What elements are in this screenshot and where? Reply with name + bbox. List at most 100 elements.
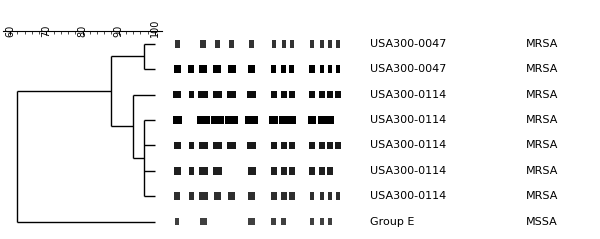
Bar (271, 167, 277, 174)
Bar (248, 167, 256, 174)
Bar (310, 65, 314, 73)
Text: USA300-0114: USA300-0114 (370, 140, 446, 150)
Bar (211, 116, 224, 124)
Bar (289, 167, 295, 174)
Bar (320, 40, 324, 48)
Bar (336, 192, 340, 200)
Bar (336, 65, 340, 73)
Bar (188, 65, 194, 73)
Bar (308, 116, 316, 124)
Bar (281, 218, 286, 225)
Bar (197, 116, 210, 124)
Bar (310, 218, 314, 225)
Text: Group E: Group E (370, 217, 414, 227)
Bar (271, 141, 277, 149)
Bar (175, 218, 179, 225)
Text: MRSA: MRSA (526, 140, 558, 150)
Bar (199, 91, 208, 98)
Bar (328, 40, 332, 48)
Bar (326, 116, 334, 124)
Bar (215, 40, 220, 48)
Bar (309, 141, 315, 149)
Bar (271, 65, 277, 73)
Bar (200, 40, 206, 48)
Bar (214, 192, 221, 200)
Text: USA300-0114: USA300-0114 (370, 90, 446, 100)
Text: MRSA: MRSA (526, 90, 558, 100)
Bar (199, 167, 208, 174)
Bar (327, 141, 333, 149)
Text: MSSA: MSSA (526, 217, 557, 227)
Bar (319, 167, 325, 174)
Bar (189, 141, 194, 149)
Text: USA300-0047: USA300-0047 (370, 64, 446, 74)
Bar (200, 218, 206, 225)
Bar (281, 192, 287, 200)
Bar (213, 167, 221, 174)
Bar (214, 65, 221, 73)
Bar (189, 192, 194, 200)
Bar (319, 141, 325, 149)
Text: USA300-0047: USA300-0047 (370, 39, 446, 49)
Bar (289, 65, 295, 73)
Bar (199, 141, 208, 149)
Bar (289, 192, 295, 200)
Bar (271, 192, 277, 200)
Bar (281, 167, 287, 174)
Bar (281, 141, 287, 149)
Bar (174, 141, 181, 149)
Bar (248, 218, 255, 225)
Bar (320, 65, 324, 73)
Bar (229, 40, 235, 48)
Bar (227, 91, 236, 98)
Bar (199, 65, 208, 73)
Bar (328, 218, 332, 225)
Bar (318, 116, 326, 124)
Bar (227, 141, 236, 149)
Bar (310, 192, 314, 200)
Bar (189, 167, 194, 174)
Bar (247, 141, 256, 149)
Bar (310, 167, 314, 174)
Bar (174, 65, 181, 73)
Bar (328, 167, 332, 174)
Bar (310, 40, 314, 48)
Bar (289, 141, 295, 149)
Bar (271, 218, 277, 225)
Bar (225, 116, 238, 124)
Bar (227, 65, 236, 73)
Bar (272, 40, 275, 48)
Bar (248, 65, 255, 73)
Bar (175, 40, 180, 48)
Text: USA300-0114: USA300-0114 (370, 191, 446, 201)
Bar (287, 116, 296, 124)
Bar (320, 192, 324, 200)
Text: USA300-0114: USA300-0114 (370, 115, 446, 125)
Bar (175, 192, 180, 200)
Bar (269, 116, 278, 124)
Bar (282, 40, 286, 48)
Bar (248, 192, 255, 200)
Text: MRSA: MRSA (526, 39, 558, 49)
Bar (250, 40, 254, 48)
Text: MRSA: MRSA (526, 64, 558, 74)
Bar (173, 91, 181, 98)
Bar (228, 192, 235, 200)
Bar (328, 192, 332, 200)
Bar (245, 116, 258, 124)
Bar (328, 65, 332, 73)
Bar (173, 116, 182, 124)
Text: MRSA: MRSA (526, 191, 558, 201)
Bar (335, 91, 341, 98)
Bar (320, 218, 324, 225)
Bar (188, 91, 194, 98)
Bar (213, 141, 222, 149)
Text: USA300-0114: USA300-0114 (370, 166, 446, 176)
Bar (271, 91, 277, 98)
Bar (335, 141, 341, 149)
Bar (281, 65, 286, 73)
Bar (279, 116, 289, 124)
Bar (309, 91, 315, 98)
Text: MRSA: MRSA (526, 115, 558, 125)
Bar (247, 91, 256, 98)
